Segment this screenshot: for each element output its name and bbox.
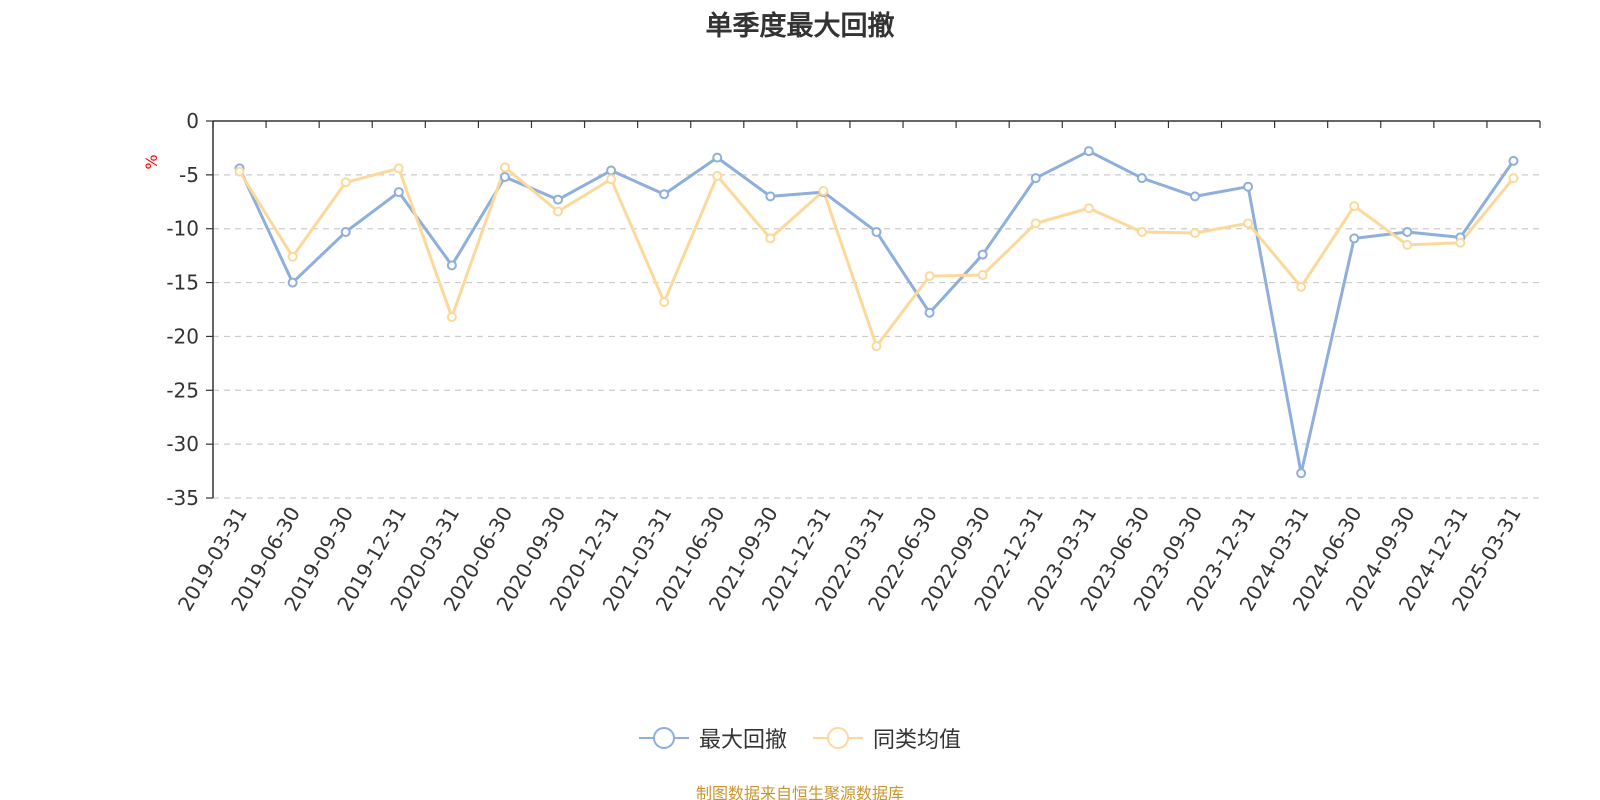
data-point-series-1 <box>606 165 617 176</box>
data-point-series-1 <box>1189 191 1200 202</box>
data-point-series-2 <box>446 312 457 323</box>
data-point-series-2 <box>765 233 776 244</box>
data-point-series-1 <box>712 152 723 163</box>
y-axis-unit-label: % <box>142 154 161 169</box>
chart-title: 单季度最大回撤 <box>705 11 895 42</box>
data-point-series-1 <box>340 226 351 237</box>
data-point-series-1 <box>924 307 935 318</box>
series-line-1 <box>238 149 1515 475</box>
data-point-series-1 <box>1083 146 1094 157</box>
data-point-series-2 <box>606 174 617 185</box>
data-point-series-2 <box>1349 201 1360 212</box>
axes: 0-5-10-15-20-25-30-352019-03-312019-06-3… <box>166 109 1541 615</box>
data-point-series-2 <box>499 162 510 173</box>
legend-swatch-series-1 <box>638 726 689 750</box>
legend: 最大回撤 同类均值 <box>0 722 1600 754</box>
data-point-series-2 <box>871 341 882 352</box>
data-point-series-1 <box>1030 173 1041 184</box>
legend-marker-series-1 <box>652 727 675 749</box>
data-point-series-2 <box>1455 237 1466 248</box>
data-point-series-1 <box>659 189 670 200</box>
data-point-series-2 <box>234 166 245 177</box>
data-point-series-2 <box>1030 218 1041 229</box>
y-tick-label: -20 <box>166 324 199 348</box>
data-point-series-1 <box>393 187 404 198</box>
data-point-series-2 <box>1402 239 1413 250</box>
legend-label-series-1: 最大回撤 <box>698 728 787 753</box>
data-point-series-2 <box>1243 218 1254 229</box>
data-point-series-1 <box>1508 155 1519 166</box>
data-point-series-2 <box>659 296 670 307</box>
series-lines <box>234 146 1519 479</box>
data-point-series-1 <box>446 260 457 271</box>
y-tick-label: 0 <box>186 109 199 133</box>
legend-label-series-2: 同类均值 <box>873 728 962 753</box>
data-point-series-2 <box>287 251 298 262</box>
data-point-series-2 <box>553 206 564 217</box>
data-point-series-2 <box>818 186 829 197</box>
grid-lines <box>213 174 1540 499</box>
data-point-series-2 <box>712 170 723 181</box>
data-point-series-1 <box>1402 226 1413 237</box>
data-point-series-1 <box>1243 181 1254 192</box>
data-point-series-1 <box>1349 233 1360 244</box>
y-tick-label: -15 <box>166 271 199 295</box>
source-note: 制图数据来自恒生聚源数据库 <box>695 784 904 800</box>
legend-item-series-2[interactable]: 同类均值 <box>813 722 961 754</box>
data-point-series-1 <box>1136 173 1147 184</box>
data-point-series-1 <box>499 172 510 183</box>
legend-marker-series-2 <box>827 727 849 749</box>
legend-swatch-series-2 <box>813 726 863 750</box>
data-point-series-1 <box>977 249 988 260</box>
data-point-series-2 <box>1296 281 1307 292</box>
data-point-series-2 <box>340 177 351 188</box>
data-point-series-1 <box>553 194 564 205</box>
data-point-series-1 <box>871 226 882 237</box>
y-tick-label: -25 <box>166 378 199 402</box>
data-point-series-2 <box>1189 228 1200 239</box>
y-tick-label: -35 <box>166 486 199 510</box>
data-point-series-2 <box>1083 203 1094 214</box>
data-point-series-1 <box>287 277 298 288</box>
y-tick-label: -10 <box>166 217 199 241</box>
data-point-series-1 <box>765 191 776 202</box>
data-point-series-2 <box>924 271 935 282</box>
legend-item-series-1[interactable]: 最大回撤 <box>638 722 787 754</box>
data-point-series-2 <box>1136 226 1147 237</box>
y-tick-label: -30 <box>166 432 199 456</box>
series-line-2 <box>238 165 1515 348</box>
data-point-series-2 <box>393 163 404 174</box>
data-point-series-2 <box>977 270 988 281</box>
data-point-series-1 <box>1296 468 1307 479</box>
y-tick-label: -5 <box>179 163 199 187</box>
data-point-series-2 <box>1508 173 1519 184</box>
